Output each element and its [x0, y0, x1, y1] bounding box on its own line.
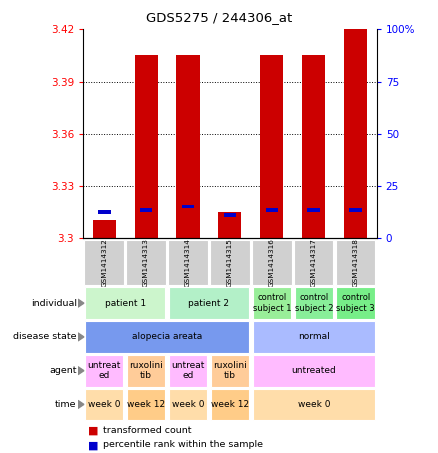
Text: ruxolini
tib: ruxolini tib	[213, 361, 247, 381]
Bar	[98, 210, 110, 214]
Bar	[168, 240, 208, 285]
Text: GSM1414314: GSM1414314	[185, 238, 191, 287]
Bar	[93, 221, 116, 238]
Bar	[85, 321, 249, 353]
Bar	[224, 213, 236, 217]
Text: transformed count: transformed count	[103, 426, 191, 435]
Bar	[85, 389, 124, 420]
Text: week 0: week 0	[172, 400, 204, 409]
Text: disease state: disease state	[13, 333, 77, 342]
Text: patient 1: patient 1	[105, 299, 146, 308]
Text: time: time	[55, 400, 77, 409]
Text: GSM1414317: GSM1414317	[311, 238, 317, 287]
Text: agent: agent	[49, 366, 77, 375]
Text: ruxolini
tib: ruxolini tib	[129, 361, 163, 381]
Text: GSM1414312: GSM1414312	[101, 238, 107, 287]
Text: GSM1414316: GSM1414316	[269, 238, 275, 287]
Bar	[350, 208, 362, 212]
Bar	[219, 212, 241, 238]
Text: GSM1414313: GSM1414313	[143, 238, 149, 287]
Bar	[127, 355, 166, 386]
Bar	[140, 208, 152, 212]
Text: ■: ■	[88, 440, 98, 450]
Bar	[211, 389, 249, 420]
Text: normal: normal	[298, 333, 330, 342]
Text: GSM1414315: GSM1414315	[227, 238, 233, 287]
Text: GDS5275 / 244306_at: GDS5275 / 244306_at	[146, 11, 292, 24]
Bar	[85, 355, 124, 386]
Text: control
subject 1: control subject 1	[253, 294, 291, 313]
Bar	[182, 205, 194, 208]
Bar	[127, 240, 166, 285]
Bar	[85, 240, 124, 285]
Text: week 0: week 0	[88, 400, 120, 409]
Bar	[211, 355, 249, 386]
Bar	[294, 240, 333, 285]
Text: patient 2: patient 2	[188, 299, 230, 308]
Bar	[302, 55, 325, 238]
Text: week 12: week 12	[211, 400, 249, 409]
Bar	[134, 55, 158, 238]
Bar	[344, 29, 367, 238]
Text: week 0: week 0	[297, 400, 330, 409]
Text: GSM1414318: GSM1414318	[353, 238, 359, 287]
Text: untreat
ed: untreat ed	[88, 361, 121, 381]
Bar	[294, 287, 333, 319]
Polygon shape	[78, 366, 84, 375]
Text: control
subject 3: control subject 3	[336, 294, 375, 313]
Polygon shape	[78, 299, 84, 307]
Bar	[177, 55, 200, 238]
Polygon shape	[78, 400, 84, 409]
Bar	[252, 240, 292, 285]
Bar	[336, 287, 375, 319]
Bar	[307, 208, 320, 212]
Bar	[253, 287, 291, 319]
Text: individual: individual	[31, 299, 77, 308]
Text: control
subject 2: control subject 2	[294, 294, 333, 313]
Bar	[253, 389, 375, 420]
Bar	[85, 287, 166, 319]
Text: alopecia areata: alopecia areata	[132, 333, 202, 342]
Text: untreat
ed: untreat ed	[171, 361, 205, 381]
Bar	[127, 389, 166, 420]
Bar	[169, 389, 207, 420]
Text: week 12: week 12	[127, 400, 165, 409]
Bar	[210, 240, 250, 285]
Bar	[253, 355, 375, 386]
Text: percentile rank within the sample: percentile rank within the sample	[103, 440, 263, 449]
Text: untreated: untreated	[291, 366, 336, 375]
Text: ■: ■	[88, 426, 98, 436]
Bar	[336, 240, 375, 285]
Bar	[169, 287, 249, 319]
Bar	[169, 355, 207, 386]
Bar	[253, 321, 375, 353]
Bar	[265, 208, 278, 212]
Bar	[260, 55, 283, 238]
Polygon shape	[78, 333, 84, 341]
